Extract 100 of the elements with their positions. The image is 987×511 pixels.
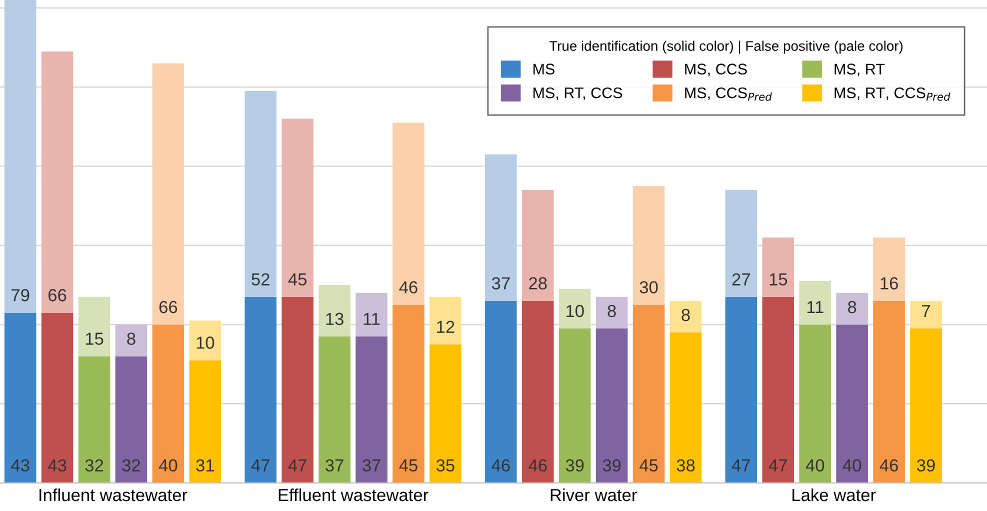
data-label: 47 [251,459,270,472]
bar [356,336,388,483]
data-label: 46 [399,281,418,294]
bar [836,292,868,325]
data-label: 28 [529,277,547,290]
data-label: 66 [48,289,66,302]
data-label: 38 [676,459,695,472]
data-label: 37 [492,277,510,290]
data-label: 37 [326,459,344,472]
data-label: 79 [12,289,30,302]
data-label: 66 [159,300,178,314]
data-label: 43 [11,459,30,472]
bar [41,51,74,313]
data-label: 32 [85,459,104,472]
bar [670,300,702,332]
bar [836,324,868,483]
bar [485,300,517,483]
data-label: 11 [364,312,380,325]
data-label: 40 [806,459,824,472]
bar [799,324,831,483]
bar [244,296,277,483]
bar [78,296,110,356]
bar [41,312,74,483]
bar [318,336,350,483]
data-label: 45 [288,273,307,286]
bar [282,118,314,297]
bar [356,292,388,336]
data-label: 32 [122,459,140,472]
bar [762,237,794,297]
bar [596,296,628,329]
bar [189,360,222,483]
data-label: 52 [252,273,270,286]
data-label: 39 [602,459,621,472]
data-label: 8 [127,332,136,345]
bar [558,288,591,329]
data-label: 10 [566,304,584,318]
bar [596,328,628,483]
data-label: 15 [86,332,104,345]
data-label: 8 [682,308,690,322]
bar [522,300,554,483]
legend-title: True identification (solid color) | False positive (pale color) [549,40,903,54]
data-label: 7 [922,305,930,318]
bar [873,300,905,483]
bar [558,328,591,483]
bar [632,186,665,305]
bar [78,356,110,483]
bar [632,304,665,483]
data-label: 8 [608,304,616,318]
bar [873,237,905,301]
data-label: 12 [437,320,454,333]
bar [392,304,424,483]
data-label: 37 [362,459,380,472]
bar [152,324,184,483]
bar [725,190,758,297]
bar [670,332,702,483]
data-label: 46 [528,459,547,472]
legend-label: MS, CCS [685,64,747,76]
bar [430,296,462,344]
data-label: 45 [399,459,418,472]
data-label: 46 [880,459,898,472]
data-label: 47 [288,459,306,472]
data-label: 30 [640,281,658,294]
data-label: 27 [732,273,750,286]
bar [430,344,462,483]
bar [485,154,517,301]
data-label: 8 [848,300,856,314]
data-label: 35 [436,459,454,472]
bar [522,190,554,301]
bar [4,312,36,483]
x-tick-label: Influent wastewater [40,488,188,502]
data-label: 11 [807,301,824,314]
legend-label: MS, CCS$_{Pred}$ [685,87,772,101]
legend-label: MS, RT [834,64,885,76]
data-label: 45 [640,459,658,472]
x-tick-label: Effluent wastewater [278,488,428,502]
bar [799,281,831,325]
data-label: 39 [566,459,584,472]
data-label: 31 [196,459,214,472]
bar [910,328,942,483]
bar [762,296,794,483]
bar [189,320,222,360]
data-label: 43 [48,459,66,472]
data-label: 47 [732,459,750,472]
data-label: 46 [492,459,510,472]
bar [244,91,277,297]
data-label: 13 [326,312,344,326]
legend-label: MS, RT, CCS [533,87,622,100]
bar [318,284,350,336]
legend-label: MS [533,64,554,74]
bar [910,300,942,329]
x-tick-label: River water [550,488,637,502]
bar [392,122,424,305]
data-label: 16 [880,277,898,290]
data-label: 47 [768,459,787,472]
legend-label: MS, RT, CCS$_{Pred}$ [834,87,950,101]
data-label: 10 [196,336,214,349]
bar [4,0,36,313]
bar [115,324,148,356]
data-label: 15 [770,273,788,286]
data-label: 40 [842,459,862,472]
